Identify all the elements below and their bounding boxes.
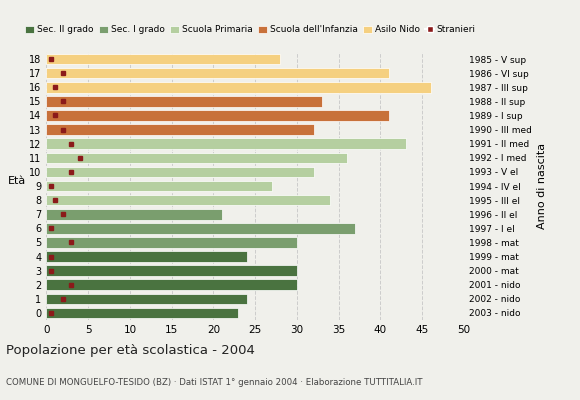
Bar xyxy=(46,124,314,135)
Bar xyxy=(46,54,280,64)
Y-axis label: Anno di nascita: Anno di nascita xyxy=(537,143,548,229)
Bar xyxy=(46,223,356,234)
Bar xyxy=(46,167,314,177)
Bar xyxy=(46,138,405,149)
Bar xyxy=(46,181,272,191)
Bar xyxy=(46,96,322,107)
Bar xyxy=(46,308,238,318)
Bar xyxy=(46,195,331,205)
Legend: Sec. II grado, Sec. I grado, Scuola Primaria, Scuola dell'Infanzia, Asilo Nido, : Sec. II grado, Sec. I grado, Scuola Prim… xyxy=(21,22,480,38)
Text: COMUNE DI MONGUELFO-TESIDO (BZ) · Dati ISTAT 1° gennaio 2004 · Elaborazione TUTT: COMUNE DI MONGUELFO-TESIDO (BZ) · Dati I… xyxy=(6,378,422,387)
Bar xyxy=(46,237,297,248)
Bar xyxy=(46,82,430,92)
Text: Popolazione per età scolastica - 2004: Popolazione per età scolastica - 2004 xyxy=(6,344,255,357)
Bar xyxy=(46,294,247,304)
Bar xyxy=(46,280,297,290)
Bar xyxy=(46,68,389,78)
Bar xyxy=(46,110,389,121)
Y-axis label: Età: Età xyxy=(8,176,26,186)
Bar xyxy=(46,265,297,276)
Bar xyxy=(46,251,247,262)
Bar xyxy=(46,209,222,220)
Bar xyxy=(46,152,347,163)
